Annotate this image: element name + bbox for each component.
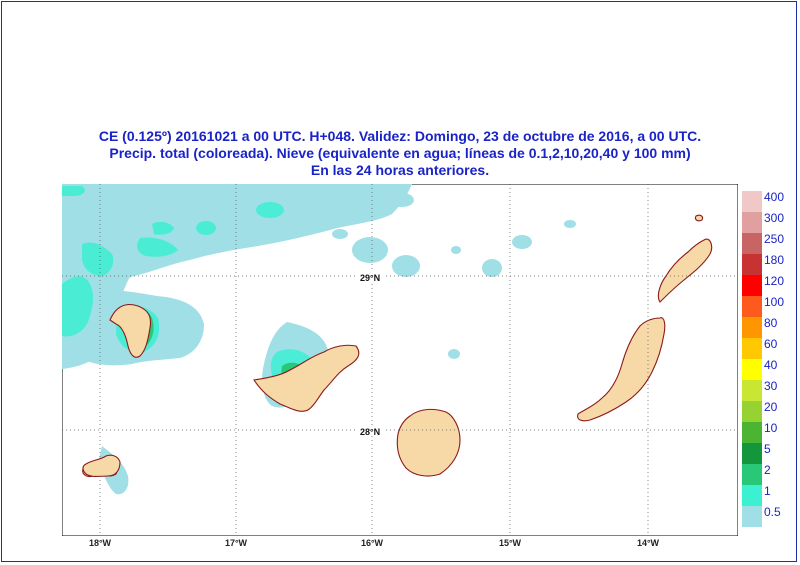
lat-label-29n: 29°N xyxy=(360,273,380,283)
legend-label: 10 xyxy=(764,421,778,435)
island-la-graciosa xyxy=(694,214,704,222)
legend-item: 100 xyxy=(742,296,794,317)
legend-item: 40 xyxy=(742,359,794,380)
legend-swatch xyxy=(742,296,762,317)
island-overlay xyxy=(82,454,121,478)
legend-item: 5 xyxy=(742,443,794,464)
legend-label: 1 xyxy=(764,484,771,498)
island-gran-canaria xyxy=(396,408,461,477)
legend-item: 400 xyxy=(742,191,794,212)
legend-swatch xyxy=(742,254,762,275)
graticule xyxy=(62,184,738,536)
island-la-gomera-overlay xyxy=(82,454,121,478)
title-line-2: Precip. total (coloreada). Nieve (equiva… xyxy=(109,145,691,161)
lat-label-28n: 28°N xyxy=(360,427,380,437)
legend-label: 20 xyxy=(764,400,778,414)
legend-item: 60 xyxy=(742,338,794,359)
legend-item: 120 xyxy=(742,275,794,296)
legend-swatch xyxy=(742,401,762,422)
legend-item: 20 xyxy=(742,401,794,422)
lat-label-bg-29 xyxy=(356,272,384,282)
legend-label: 60 xyxy=(764,337,778,351)
legend-item: 300 xyxy=(742,212,794,233)
legend-label: 2 xyxy=(764,463,771,477)
legend-item: 80 xyxy=(742,317,794,338)
legend-swatch xyxy=(742,275,762,296)
legend-swatch xyxy=(742,191,762,212)
legend-swatch xyxy=(742,317,762,338)
legend-swatch xyxy=(742,422,762,443)
legend-swatch xyxy=(742,212,762,233)
legend-item: 180 xyxy=(742,254,794,275)
legend-swatch xyxy=(742,443,762,464)
legend-label: 30 xyxy=(764,379,778,393)
longitude-axis: 18°W 17°W 16°W 15°W 14°W xyxy=(0,538,800,552)
legend-swatch xyxy=(742,464,762,485)
legend-label: 40 xyxy=(764,358,778,372)
island-lanzarote xyxy=(657,238,713,303)
legend-swatch xyxy=(742,338,762,359)
lon-label-17w: 17°W xyxy=(224,538,248,548)
legend-label: 80 xyxy=(764,316,778,330)
lat-label-bg-28 xyxy=(356,426,384,436)
legend-label: 0.5 xyxy=(764,505,781,519)
title-line-3: En las 24 horas anteriores. xyxy=(310,162,490,178)
legend-label: 120 xyxy=(764,274,785,288)
legend-item: 0.5 xyxy=(742,506,794,527)
legend-swatch xyxy=(742,233,762,254)
legend-item: 10 xyxy=(742,422,794,443)
legend-item: 30 xyxy=(742,380,794,401)
precipitation-map: 29°N 28°N xyxy=(62,184,738,536)
legend-swatch xyxy=(742,506,762,527)
lon-label-15w: 15°W xyxy=(498,538,522,548)
legend-swatch xyxy=(742,359,762,380)
color-legend: 400 300 250 180 120 100 80 60 40 30 20 10 5 2 1 0.5 xyxy=(742,191,794,531)
legend-label: 400 xyxy=(764,190,785,204)
legend-item: 250 xyxy=(742,233,794,254)
legend-item: 2 xyxy=(742,464,794,485)
legend-label: 100 xyxy=(764,295,785,309)
title-line-1: CE (0.125º) 20161021 a 00 UTC. H+048. Va… xyxy=(98,128,702,144)
map-title: CE (0.125º) 20161021 a 00 UTC. H+048. Va… xyxy=(0,128,800,179)
lon-label-16w: 16°W xyxy=(360,538,384,548)
lon-label-14w: 14°W xyxy=(636,538,660,548)
legend-label: 300 xyxy=(764,211,785,225)
island-tenerife xyxy=(253,344,360,412)
legend-label: 180 xyxy=(764,253,785,267)
legend-label: 5 xyxy=(764,442,771,456)
island-la-palma xyxy=(109,303,152,358)
legend-item: 1 xyxy=(742,485,794,506)
islands xyxy=(82,214,713,478)
legend-swatch xyxy=(742,380,762,401)
island-fuerteventura xyxy=(577,317,666,422)
legend-swatch xyxy=(742,485,762,506)
legend-label: 250 xyxy=(764,232,785,246)
lon-label-18w: 18°W xyxy=(88,538,112,548)
